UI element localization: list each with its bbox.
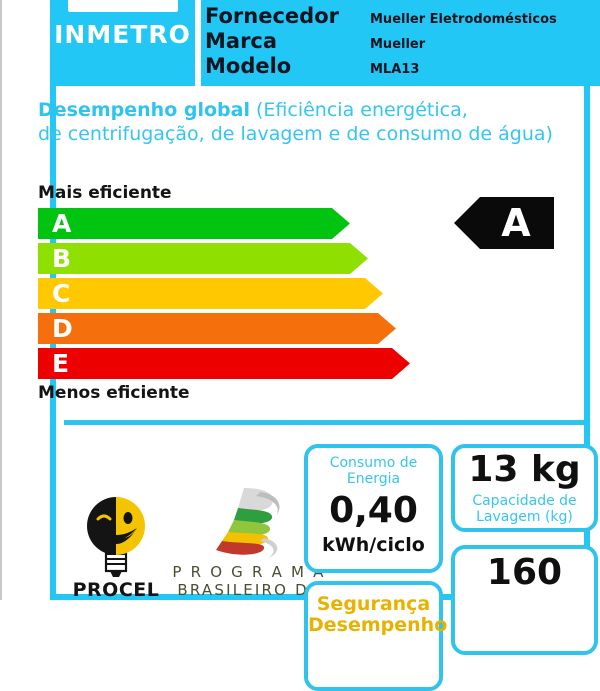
safety-performance-box: Segurança Desempenho	[304, 581, 448, 691]
efficiency-bar-a: A	[38, 207, 590, 239]
inmetro-logo: INMETRO	[50, 0, 195, 86]
pbe-swirl-icon	[216, 488, 280, 558]
efficiency-bar-shape	[38, 207, 350, 239]
inmetro-logo-text: INMETRO	[54, 20, 191, 49]
efficiency-bar-letter: A	[52, 208, 72, 238]
header-row-modelo: Modelo MLA13	[205, 54, 596, 79]
pbe-line1: P R O G R A M A	[172, 563, 326, 581]
efficiency-bar-letter: C	[52, 278, 71, 308]
efficiency-bar-shape	[38, 277, 383, 309]
fornecedor-value: Mueller Eletrodomésticos	[370, 12, 557, 27]
energy-consumption-box: Consumo de Energia 0,40 kWh/ciclo	[304, 444, 443, 573]
procel-bulb-icon	[81, 493, 151, 579]
header-vertical-divider	[195, 0, 201, 86]
capacity-caption-line2: Lavagem (kg)	[476, 509, 573, 526]
rating-badge: A	[454, 197, 554, 249]
performance-title-rest: (Eficiência energética,	[249, 99, 468, 121]
label-header: INMETRO Fornecedor Mueller Eletrodomésti…	[50, 0, 600, 86]
efficiency-bar-letter: D	[52, 313, 73, 343]
energy-caption-line1: Consumo de	[329, 455, 418, 471]
energy-unit: kWh/ciclo	[322, 534, 425, 557]
modelo-label: Modelo	[205, 54, 292, 78]
efficiency-bar-e: E	[38, 347, 590, 379]
modelo-value: MLA13	[370, 62, 420, 77]
section-divider	[64, 420, 584, 425]
scale-bottom-caption: Menos eficiente	[38, 382, 190, 403]
performance-title-line2: de centrifugação, de lavagem e de consum…	[38, 123, 553, 146]
marca-value: Mueller	[370, 37, 426, 52]
efficiency-bar-letter: B	[52, 243, 72, 273]
header-row-fornecedor: Fornecedor Mueller Eletrodomésticos	[205, 4, 596, 29]
performance-title: Desempenho global (Eficiência energética…	[38, 98, 580, 147]
efficiency-bar-d: D	[38, 312, 590, 344]
fornecedor-label: Fornecedor	[205, 4, 339, 28]
label-bottom-section: PROCEL P R O G R A M A BRASILEIRO DE Con…	[56, 431, 598, 691]
efficiency-bar-shape	[38, 242, 368, 274]
energy-value: 0,40	[329, 490, 418, 532]
efficiency-bar-c: C	[38, 277, 590, 309]
efficiency-bar-shape	[38, 312, 396, 344]
rating-arrow-icon	[454, 197, 554, 249]
rating-letter: A	[501, 201, 531, 245]
efficiency-bar-shape	[38, 347, 410, 379]
pbe-logo: P R O G R A M A BRASILEIRO DE	[164, 486, 334, 599]
performance-title-strong: Desempenho global	[38, 99, 250, 121]
capacity-value: 13 kg	[468, 449, 581, 490]
efficiency-bar-b: B	[38, 242, 590, 274]
header-info-rows: Fornecedor Mueller Eletrodomésticos Marc…	[205, 4, 596, 86]
procel-wordmark: PROCEL	[72, 579, 160, 601]
marca-label: Marca	[205, 29, 278, 53]
inmetro-logo-shape-bar	[68, 0, 178, 12]
noise-value-box: 160	[451, 545, 598, 655]
safety-line2: Desempenho	[308, 614, 448, 637]
wash-capacity-box: 13 kg Capacidade de Lavagem (kg)	[451, 444, 598, 532]
noise-value: 160	[486, 552, 563, 593]
efficiency-bar-letter: E	[52, 348, 70, 378]
scale-top-caption: Mais eficiente	[38, 183, 172, 203]
safety-line1: Segurança	[316, 593, 431, 615]
procel-logo: PROCEL	[66, 493, 166, 601]
pbe-line2: BRASILEIRO DE	[177, 580, 321, 599]
header-row-marca: Marca Mueller	[205, 29, 596, 54]
capacity-caption-line1: Capacidade de	[472, 493, 577, 509]
energy-caption-line2: Energia	[346, 471, 401, 488]
